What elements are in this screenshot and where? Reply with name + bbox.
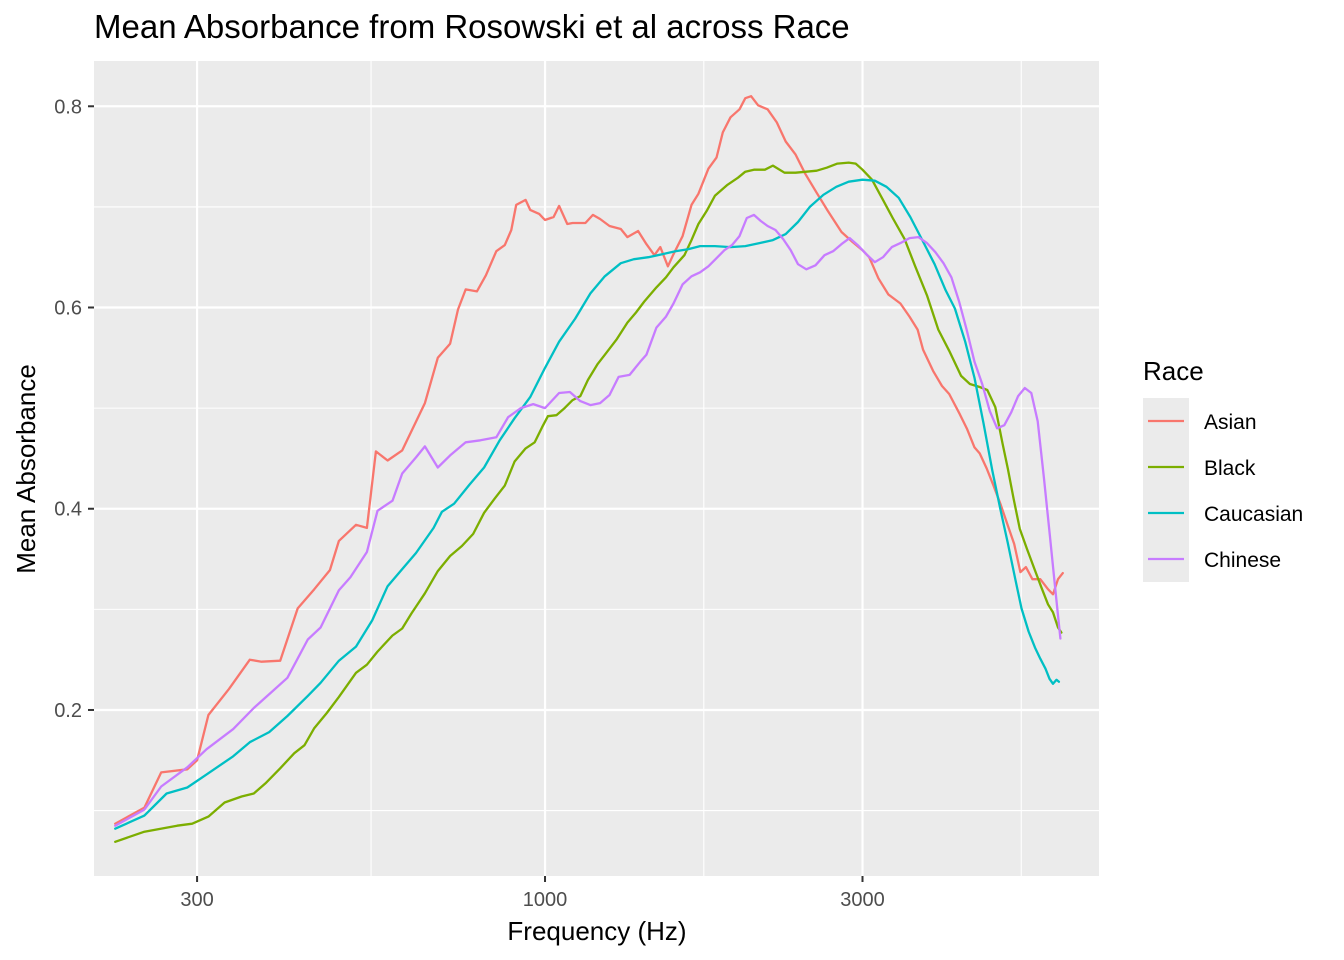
legend-label-chinese: Chinese — [1204, 549, 1281, 572]
series-line-asian — [114, 95, 1064, 825]
series-lines — [114, 95, 1064, 843]
minor-gridlines — [94, 61, 1099, 876]
x-axis-title: Frequency (Hz) — [507, 916, 686, 946]
y-tick-label: 0.6 — [54, 298, 82, 320]
y-tick-label: 0.8 — [54, 96, 82, 118]
x-tick-label: 300 — [180, 889, 213, 911]
legend-label-asian: Asian — [1204, 411, 1257, 434]
series-line-caucasian — [114, 178, 1061, 830]
x-tick-label: 3000 — [840, 889, 885, 911]
y-axis-title: Mean Absorbance — [11, 364, 41, 574]
series-line-black — [114, 161, 1063, 843]
legend: Race Asian Black Caucasian Chinese — [1143, 356, 1303, 582]
chart-title: Mean Absorbance from Rosowski et al acro… — [94, 8, 850, 45]
plot-panel — [94, 61, 1099, 876]
y-tick-label: 0.2 — [54, 700, 82, 722]
legend-title: Race — [1143, 356, 1204, 386]
series-line-chinese — [114, 213, 1062, 827]
y-axis: 0.2 0.4 0.6 0.8 — [54, 96, 94, 722]
major-gridlines — [94, 61, 1099, 876]
x-tick-label: 1000 — [523, 889, 568, 911]
legend-label-caucasian: Caucasian — [1204, 503, 1303, 526]
x-axis: 300 1000 3000 — [180, 876, 885, 911]
legend-label-black: Black — [1204, 457, 1256, 480]
y-tick-label: 0.4 — [54, 499, 82, 521]
legend-key-background — [1143, 398, 1189, 582]
